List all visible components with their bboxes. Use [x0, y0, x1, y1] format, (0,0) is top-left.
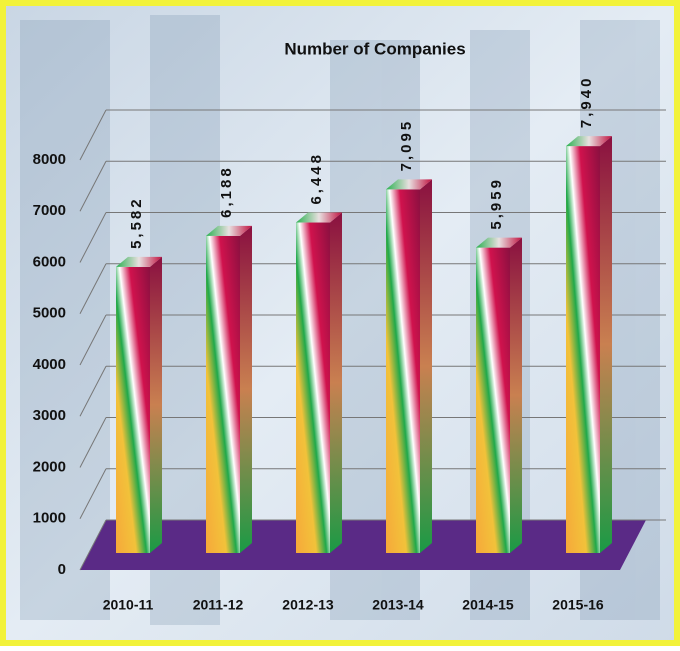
bar: [566, 136, 612, 553]
bar-side: [240, 225, 252, 554]
grid-line: [79, 519, 107, 571]
grid-line: [79, 263, 107, 314]
x-tick-label: 2010-11: [103, 597, 154, 613]
y-tick-label: 1000: [33, 510, 66, 527]
bar: [116, 256, 162, 553]
bar-front: [116, 266, 150, 553]
bar-side: [600, 136, 612, 553]
y-tick-label: 0: [58, 561, 66, 578]
value-label: 5,582: [128, 196, 145, 249]
bar-side: [510, 237, 522, 553]
bar: [476, 237, 522, 553]
value-label: 5,959: [488, 177, 505, 230]
grid-line: [79, 109, 107, 161]
x-tick-label: 2012-13: [282, 597, 334, 613]
grid-line: [79, 468, 107, 519]
y-tick-label: 3000: [33, 407, 66, 424]
x-tick-label: 2013-14: [372, 597, 424, 613]
y-tick-label: 6000: [33, 253, 66, 270]
bar-front: [296, 222, 330, 554]
floor: [80, 520, 646, 570]
grid-line: [79, 366, 107, 417]
grid-line: [79, 161, 107, 212]
bar-top: [386, 179, 432, 190]
x-tick-label: 2015-16: [552, 597, 604, 613]
bar: [386, 179, 432, 553]
chart-title: Number of Companies: [284, 39, 465, 58]
y-tick-label: 2000: [33, 458, 66, 475]
bar-side: [420, 179, 432, 553]
value-label: 6,188: [218, 165, 235, 218]
bar-top: [476, 237, 522, 248]
bar: [296, 212, 342, 554]
grid-line: [79, 417, 107, 468]
bar-front: [566, 146, 600, 553]
grid-line: [79, 212, 107, 263]
x-tick-label: 2014-15: [462, 597, 514, 613]
y-tick-label: 4000: [33, 356, 66, 373]
y-tick-label: 5000: [33, 305, 66, 322]
bar-top: [116, 256, 162, 267]
bar-top: [206, 225, 252, 236]
bar-side: [150, 256, 162, 553]
value-label: 6,448: [308, 152, 325, 205]
bar-side: [330, 212, 342, 554]
bar-front: [206, 235, 240, 554]
bar-top: [296, 212, 342, 223]
value-label: 7,940: [578, 76, 595, 129]
bar-top: [566, 136, 612, 147]
y-tick-label: 7000: [33, 202, 66, 219]
bar-front: [386, 189, 420, 553]
x-tick-label: 2011-12: [193, 597, 244, 613]
y-tick-label: 8000: [33, 151, 66, 168]
grid-line: [79, 314, 107, 366]
bar: [206, 225, 252, 554]
value-label: 7,095: [398, 119, 415, 172]
bar-front: [476, 247, 510, 553]
